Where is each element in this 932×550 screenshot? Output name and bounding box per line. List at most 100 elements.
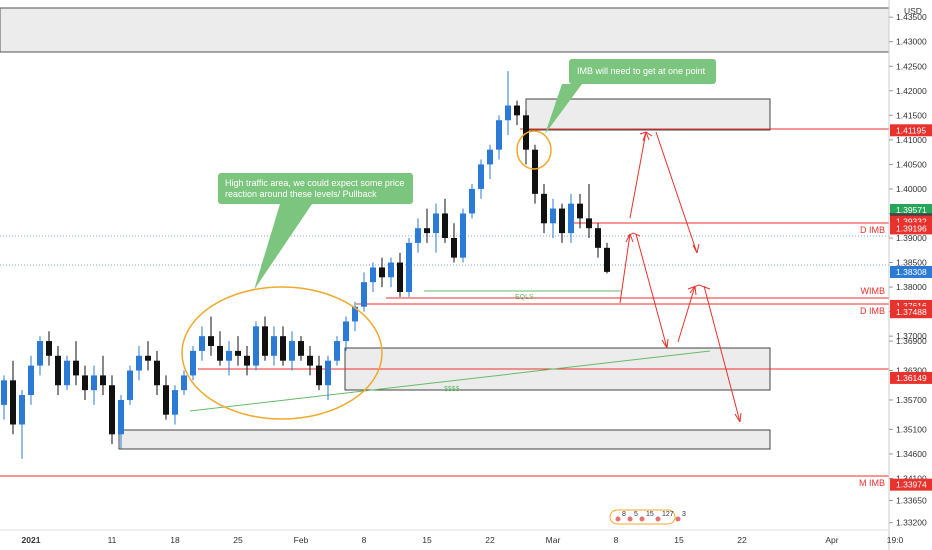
candle[interactable] (604, 242, 610, 274)
candle-body (370, 267, 376, 283)
candle[interactable] (496, 115, 502, 160)
candle[interactable] (334, 336, 340, 366)
candle[interactable] (82, 365, 88, 400)
price-label-text: 1.37616 (896, 301, 927, 311)
candle[interactable] (199, 326, 205, 361)
candle[interactable] (325, 355, 331, 400)
candle[interactable] (208, 316, 214, 356)
label-d-imb-upper: D IMB (860, 225, 885, 235)
candle[interactable] (541, 184, 547, 234)
events-badge[interactable]: 8 5 15 127 3 (609, 509, 686, 525)
candle[interactable] (262, 316, 268, 361)
candle[interactable] (478, 159, 484, 199)
candle[interactable] (559, 203, 565, 243)
candle[interactable] (352, 301, 358, 332)
candle[interactable] (451, 223, 457, 263)
candle[interactable] (406, 238, 412, 297)
price-tick-label: 1.40000 (896, 184, 927, 194)
time-tick-label: 8 (614, 535, 619, 545)
candle-body (127, 370, 133, 400)
candle-body (46, 341, 52, 356)
candle[interactable] (289, 331, 295, 371)
candle[interactable] (433, 203, 439, 253)
candle[interactable] (73, 341, 79, 386)
price-tick-label: 1.43500 (896, 12, 927, 22)
candle[interactable] (577, 193, 583, 229)
candle[interactable] (118, 395, 124, 450)
candle[interactable] (424, 208, 430, 243)
candle[interactable] (514, 100, 520, 126)
candle-body (37, 341, 43, 366)
candle[interactable] (154, 350, 160, 396)
candle[interactable] (595, 223, 601, 258)
candle-body (550, 208, 556, 224)
candle[interactable] (505, 71, 511, 135)
candle[interactable] (397, 252, 403, 297)
price-label-text: 1.38308 (896, 267, 927, 277)
candle[interactable] (64, 355, 70, 391)
candle[interactable] (568, 193, 574, 243)
candle-body (73, 360, 79, 376)
candle[interactable] (586, 184, 592, 239)
candle[interactable] (307, 345, 313, 376)
candle[interactable] (253, 321, 259, 371)
candle-body (118, 399, 124, 435)
price-label-bg (890, 124, 932, 137)
candle[interactable] (100, 355, 106, 396)
candle[interactable] (271, 326, 277, 366)
annotations-layer: IMB will need to get at one point High t… (181, 59, 742, 423)
traffic-note-text-2: reaction around these levels/ Pullback (225, 189, 377, 199)
candle[interactable] (145, 341, 151, 371)
candle[interactable] (469, 184, 475, 219)
candle-body (208, 336, 214, 346)
candle[interactable] (163, 375, 169, 420)
candle[interactable] (343, 316, 349, 351)
badge-count: 15 (646, 511, 654, 518)
candle[interactable] (280, 326, 286, 366)
price-tick-label: 1.41000 (896, 135, 927, 145)
candle[interactable] (19, 390, 25, 459)
candle[interactable] (55, 345, 61, 396)
projection-arrows (619, 131, 742, 423)
candle[interactable] (226, 341, 232, 376)
candle[interactable] (127, 365, 133, 405)
candle[interactable] (244, 345, 250, 376)
candle[interactable] (190, 345, 196, 381)
candle[interactable] (532, 144, 538, 204)
candle-body (298, 341, 304, 356)
candle[interactable] (523, 110, 529, 165)
candle-body (460, 213, 466, 258)
candle[interactable] (550, 198, 556, 239)
candle[interactable] (316, 355, 322, 391)
candle[interactable] (460, 208, 466, 263)
candle[interactable] (379, 257, 385, 288)
candle[interactable] (298, 336, 304, 361)
candle[interactable] (442, 198, 448, 243)
candle[interactable] (46, 331, 52, 366)
candle[interactable] (28, 355, 34, 405)
candle[interactable] (361, 272, 367, 312)
candle[interactable] (172, 385, 178, 425)
candle-body (109, 385, 115, 435)
candle[interactable] (1, 375, 7, 420)
candle[interactable] (370, 262, 376, 292)
candle[interactable] (181, 370, 187, 396)
candle[interactable] (10, 360, 16, 435)
candle-body (253, 326, 259, 366)
candle[interactable] (91, 365, 97, 405)
candle[interactable] (415, 218, 421, 253)
candle[interactable] (136, 345, 142, 381)
candle[interactable] (235, 336, 241, 366)
candle[interactable] (487, 144, 493, 180)
label-d-imb-lower: D IMB (860, 306, 885, 316)
candle[interactable] (217, 331, 223, 366)
candle-body (505, 105, 511, 121)
candles-layer[interactable] (1, 71, 610, 459)
top-supply-zone (0, 7, 890, 53)
candle[interactable] (388, 257, 394, 288)
ssss-trendline (189, 350, 711, 412)
high-traffic-ellipse (181, 286, 383, 420)
candle[interactable] (37, 336, 43, 376)
candle[interactable] (109, 375, 115, 445)
